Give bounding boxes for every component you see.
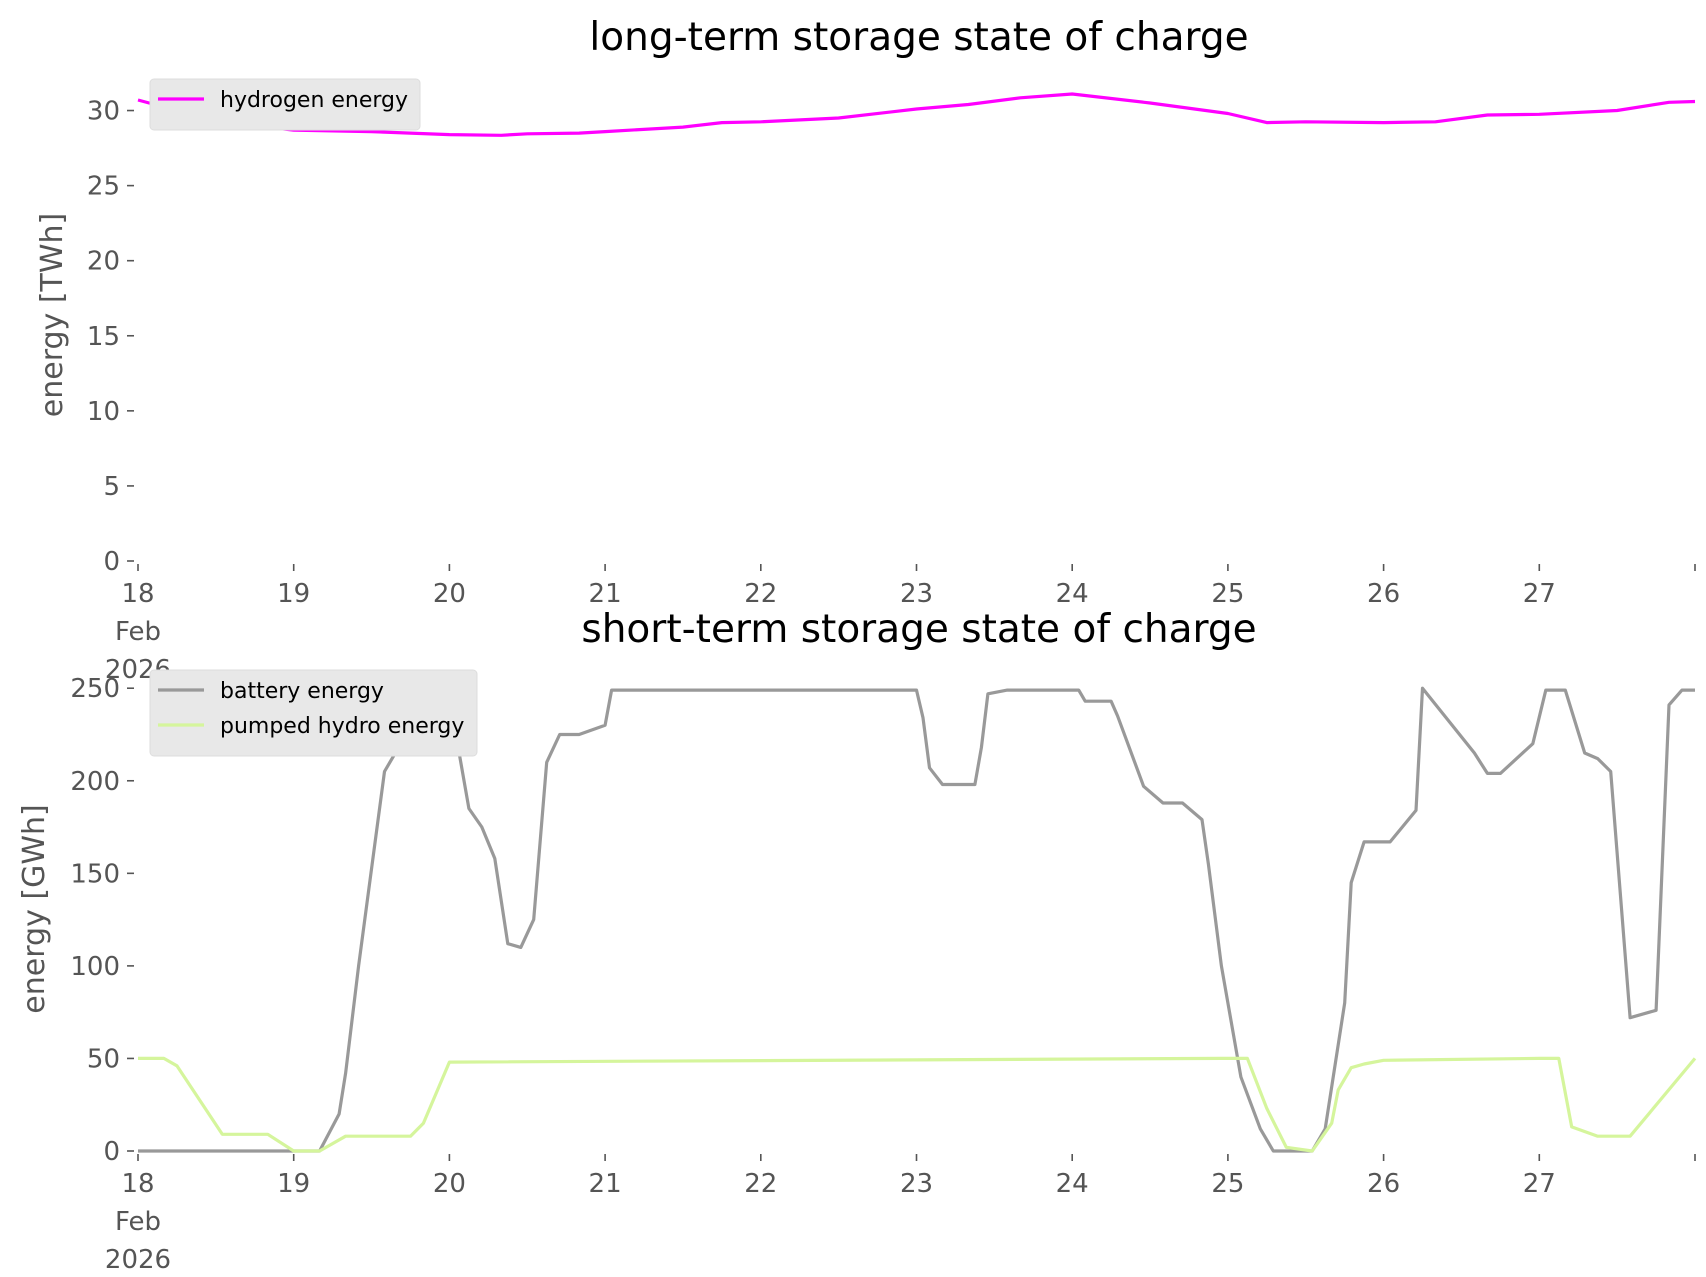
y-tick-label: 20 [87,247,120,277]
y-tick-label: 25 [87,172,120,202]
legend: battery energy pumped hydro energy [149,669,478,757]
x-tick-label: 27 [1523,579,1556,609]
chart-title: short-term storage state of charge [581,607,1256,652]
chart-title: long-term storage state of charge [589,15,1248,60]
x-tick-label: 26 [1367,579,1400,609]
series-line-battery-energy [138,686,1695,1153]
y-tick-label: 0 [103,1137,120,1167]
y-tick-label: 15 [87,322,120,352]
y-tick-label: 50 [87,1044,120,1074]
x-tick-label: 20 [433,1169,466,1199]
x-tick-label: 24 [1056,1169,1089,1199]
x-tick-label: 18 Feb 2026 [105,579,171,685]
x-tick-label: 22 [744,1169,777,1199]
y-tick-label: 200 [70,767,120,797]
x-tick-label: 23 [900,1169,933,1199]
x-tick-label: 26 [1367,1169,1400,1199]
y-tick-label: 30 [87,97,120,127]
y-tick-label: 150 [70,859,120,889]
series-line-pumped-hydro-energy [138,1056,1697,1153]
y-tick-label: 250 [70,674,120,704]
y-axis-label: energy [GWh] [17,804,52,1013]
legend: hydrogen energy [149,78,421,131]
x-tick-label: 23 [900,579,933,609]
top-chart: long-term storage state of charge energy… [35,15,1696,685]
x-tick-label: 22 [744,579,777,609]
legend-label: pumped hydro energy [220,714,464,739]
series-line-hydrogen-energy [137,92,1696,137]
y-tick-label: 5 [103,472,120,502]
legend-box [149,78,421,131]
x-tick-label: 24 [1056,579,1089,609]
x-tick-label: 19 [277,579,310,609]
plot-area: 0 5 10 15 20 25 30 18 Feb 2026 19 20 21 22 23 24 25 26 27 h… [87,78,1696,685]
legend-box [149,669,478,757]
x-tick-label: 19 [277,1169,310,1199]
x-tick-label: 25 [1211,1169,1244,1199]
x-tick-label: 27 [1523,1169,1556,1199]
x-tick-label: 21 [589,1169,622,1199]
y-axis-label: energy [TWh] [35,213,70,417]
legend-label: battery energy [220,679,384,704]
y-tick-label: 0 [103,547,120,577]
legend-label: hydrogen energy [220,88,408,113]
x-tick-label: 21 [589,579,622,609]
bottom-chart: short-term storage state of charge energ… [17,607,1697,1275]
y-tick-label: 10 [87,397,120,427]
x-tick-label: 18 Feb 2026 [105,1169,171,1275]
plot-area: 0 50 100 150 200 250 18 Feb 2026 19 20 21 22 23 24 25 26… [70,669,1697,1275]
x-tick-label: 20 [433,579,466,609]
x-tick-label: 25 [1211,579,1244,609]
y-tick-label: 100 [70,952,120,982]
